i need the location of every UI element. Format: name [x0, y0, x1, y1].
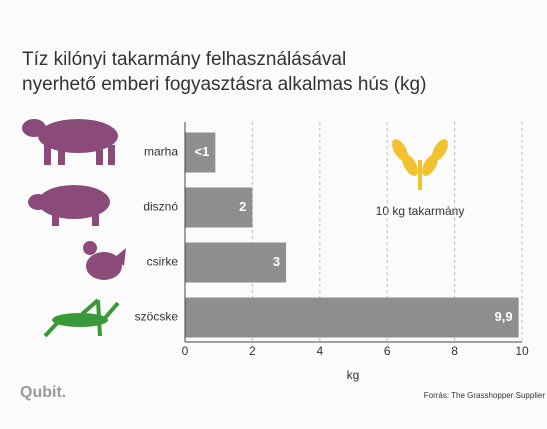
x-tick-label: 4 — [316, 344, 323, 358]
page: Tíz kilónyi takarmány felhasználásával n… — [0, 0, 547, 429]
x-tick-label: 6 — [384, 344, 391, 358]
x-tick-label: 8 — [451, 344, 458, 358]
bar — [185, 243, 286, 283]
y-tick-label: marha — [144, 145, 178, 159]
x-tick-label: 2 — [249, 344, 256, 358]
chart: Tíz kilónyi takarmány felhasználásával n… — [0, 0, 547, 429]
chart-title: nyerhető emberi fogyasztásra alkalmas hú… — [22, 74, 426, 95]
source: Forrás: The Grasshopper Supplier — [424, 391, 546, 400]
brand: Qubit. — [20, 384, 66, 401]
x-tick-label: 0 — [182, 344, 189, 358]
y-tick-label: disznó — [143, 200, 178, 214]
value-label: 3 — [273, 254, 280, 269]
x-axis-label: kg — [347, 368, 360, 382]
annotation: 10 kg takarmány — [376, 204, 465, 218]
value-label: <1 — [195, 144, 210, 159]
bar — [185, 298, 519, 338]
chart-title: Tíz kilónyi takarmány felhasználásával — [22, 49, 346, 70]
y-tick-label: csirke — [147, 255, 179, 269]
y-tick-label: szöcske — [135, 310, 179, 324]
x-tick-label: 10 — [515, 344, 529, 358]
value-label: 2 — [239, 199, 246, 214]
value-label: 9,9 — [495, 309, 513, 324]
